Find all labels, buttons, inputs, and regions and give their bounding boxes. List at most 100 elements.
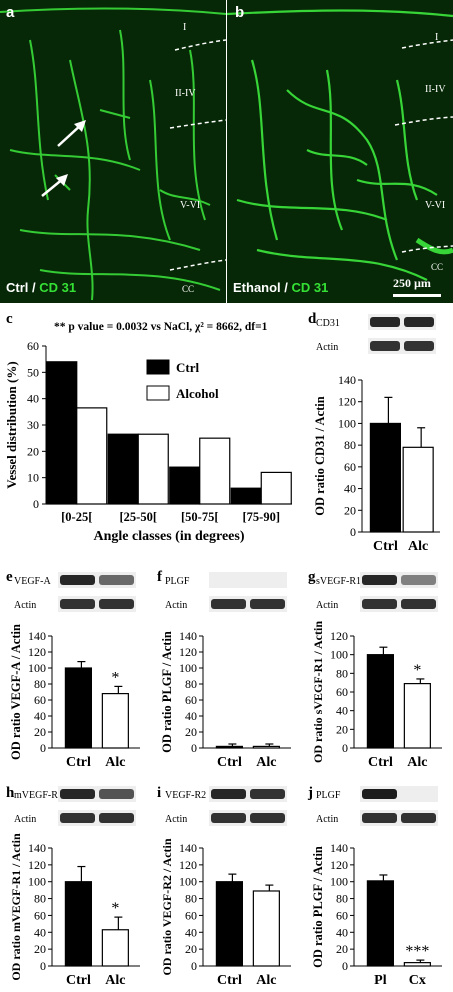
x-tick-label: Alc	[256, 755, 276, 770]
x-tick-label: Ctrl	[66, 973, 91, 988]
scale-bar	[393, 294, 441, 297]
layer-label-v-vi: V-VI	[425, 200, 446, 211]
y-tick-label: 0	[33, 497, 39, 511]
significance-marker: *	[111, 900, 119, 917]
y-tick-label: 40	[336, 925, 348, 939]
blot-band	[362, 789, 397, 799]
x-tick-label: [0-25[	[61, 510, 92, 524]
y-tick-label: 60	[27, 339, 39, 353]
y-tick-label: 20	[34, 942, 46, 956]
y-tick-label: 120	[179, 858, 197, 872]
layer-label-ii-iv: II-IV	[425, 84, 446, 95]
scale-bar-label: 250 µm	[393, 276, 431, 290]
y-axis-title: OD ratio PLGF / Actin	[311, 846, 325, 968]
y-tick-label: 60	[34, 693, 46, 707]
micrograph-ctrl: a I II-IV V-VI CC Ctrl / CD 31	[0, 0, 226, 303]
y-tick-label: 80	[336, 892, 348, 906]
y-tick-label: 80	[34, 677, 46, 691]
y-tick-label: 40	[34, 709, 46, 723]
panel-letter-j: j	[307, 785, 313, 801]
x-tick-label: Alc	[256, 973, 276, 988]
y-tick-label: 40	[27, 392, 39, 406]
blot-band	[99, 813, 134, 823]
blot-label: Actin	[165, 814, 187, 825]
y-tick-label: 60	[336, 685, 348, 699]
bar	[215, 745, 244, 749]
significance-marker: *	[413, 662, 421, 679]
y-axis-title: OD ratio VEGF-R2 / Actin	[160, 838, 174, 975]
bar	[369, 422, 402, 533]
chart-panel-j: j PLGF Actin 0 20 40 60 80 100 120 140 Pl *** Cx OD ra…	[307, 785, 442, 988]
blot-band	[401, 575, 436, 585]
legend-label: Alcohol	[176, 386, 219, 401]
y-axis-title: OD ratio VEGF-A / Actin	[9, 624, 23, 760]
y-tick-label: 140	[330, 841, 348, 855]
y-tick-label: 100	[28, 661, 46, 675]
y-tick-label: 100	[179, 875, 197, 889]
x-tick-label: Ctrl	[66, 755, 91, 770]
y-tick-label: 120	[330, 629, 348, 643]
y-tick-label: 140	[28, 841, 46, 855]
y-axis-title: OD ratio mVEGF-R1 / Actin	[9, 833, 23, 981]
vessel-network-ctrl	[0, 7, 226, 301]
panel-letter-g: g	[308, 569, 316, 585]
y-axis-title: Vessel distribution (%)	[4, 361, 19, 488]
panel-letter-e: e	[6, 569, 13, 585]
panel-letter-i: i	[157, 785, 161, 801]
blot-label: Actin	[316, 814, 338, 825]
panel-letter-b: b	[235, 4, 245, 21]
y-tick-label: 40	[185, 925, 197, 939]
blot-strip	[209, 572, 287, 588]
blot-band	[362, 813, 397, 823]
y-tick-label: 140	[179, 841, 197, 855]
x-tick-label: Ctrl	[373, 539, 398, 554]
bar	[137, 433, 169, 505]
y-tick-label: 60	[336, 908, 348, 922]
chart-panel-f: f PLGF Actin 0 20 40 60 80 100 120 140 Ctrl Alc OD ra…	[157, 569, 291, 770]
bar	[366, 880, 395, 967]
x-tick-label: [75-90]	[243, 510, 281, 524]
blot-band	[404, 341, 434, 351]
panel-letter-a: a	[6, 4, 15, 21]
blot-label: sVEGF-R1	[316, 576, 361, 587]
y-tick-label: 80	[344, 438, 356, 452]
x-tick-label: Alc	[407, 755, 427, 770]
blot-band	[211, 813, 246, 823]
bar	[76, 407, 108, 505]
micrograph-ethanol: b I II-IV V-VI CC 250 µm Ethanol / CD 31	[227, 0, 453, 303]
y-tick-label: 0	[342, 741, 348, 755]
layer-label-i: I	[435, 32, 439, 43]
layer-label-ii-iv: II-IV	[175, 88, 196, 99]
panel-letter-c: c	[6, 311, 13, 327]
caption-ctrl: Ctrl / CD 31	[6, 280, 77, 295]
y-tick-label: 100	[338, 416, 356, 430]
bar	[260, 471, 292, 505]
blot-band	[401, 599, 436, 609]
x-tick-label: Alc	[105, 755, 125, 770]
blot-label: Actin	[165, 600, 187, 611]
blot-label: CD31	[316, 318, 340, 329]
y-tick-label: 20	[185, 725, 197, 739]
x-tick-label: Alc	[408, 539, 428, 554]
blot-band	[99, 789, 134, 799]
y-tick-label: 140	[28, 629, 46, 643]
blot-band	[250, 813, 285, 823]
y-tick-label: 100	[330, 875, 348, 889]
bar	[101, 693, 129, 749]
y-tick-label: 80	[34, 892, 46, 906]
bar	[107, 433, 139, 505]
chart-panel-h: h mVEGF-R1 Actin 0 20 40 60 80 100 120 140 Ctrl * Alc…	[6, 785, 140, 988]
bar	[215, 881, 244, 967]
y-tick-label: 20	[344, 503, 356, 517]
y-tick-label: 0	[191, 959, 197, 973]
blot-band	[250, 599, 285, 609]
y-tick-label: 80	[336, 666, 348, 680]
blot-label: VEGF-R2	[165, 790, 206, 801]
bar	[403, 682, 431, 749]
layer-label-i: I	[183, 22, 187, 33]
blot-label: mVEGF-R1	[14, 790, 63, 801]
y-tick-label: 140	[338, 373, 356, 387]
x-tick-label: [50-75[	[181, 510, 219, 524]
y-tick-label: 40	[34, 925, 46, 939]
blot-label: Actin	[14, 600, 36, 611]
